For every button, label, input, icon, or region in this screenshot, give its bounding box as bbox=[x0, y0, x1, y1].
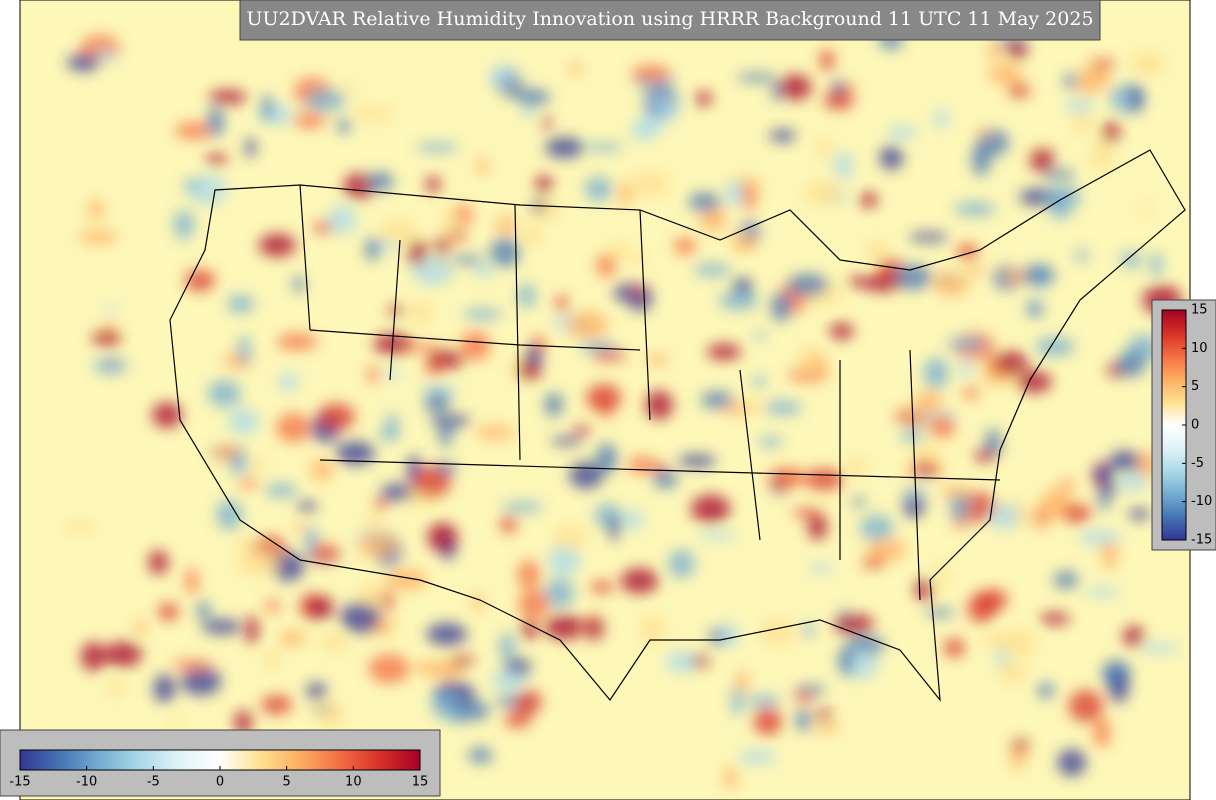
title: UU2DVAR Relative Humidity Innovation usi… bbox=[246, 8, 1093, 30]
tick-label: -5 bbox=[1191, 456, 1204, 471]
tick-label: -10 bbox=[1191, 494, 1212, 509]
tick-label: 5 bbox=[1191, 379, 1199, 394]
tick-label: 15 bbox=[1191, 303, 1208, 318]
boundaries bbox=[169, 149, 1186, 702]
tick-label: 15 bbox=[412, 775, 429, 790]
tick-label: 10 bbox=[345, 775, 362, 790]
tick-label: -15 bbox=[9, 775, 30, 790]
tick-label: 0 bbox=[1191, 418, 1199, 433]
title-box bbox=[239, 0, 1101, 41]
tick-label: -10 bbox=[76, 775, 97, 790]
tick-label: -15 bbox=[1191, 533, 1212, 548]
tick-label: 10 bbox=[1191, 341, 1208, 356]
innovation-field bbox=[65, 31, 1182, 790]
tick-label: 5 bbox=[283, 775, 291, 790]
tick-label: -5 bbox=[147, 775, 160, 790]
tick-label: 0 bbox=[216, 775, 224, 790]
